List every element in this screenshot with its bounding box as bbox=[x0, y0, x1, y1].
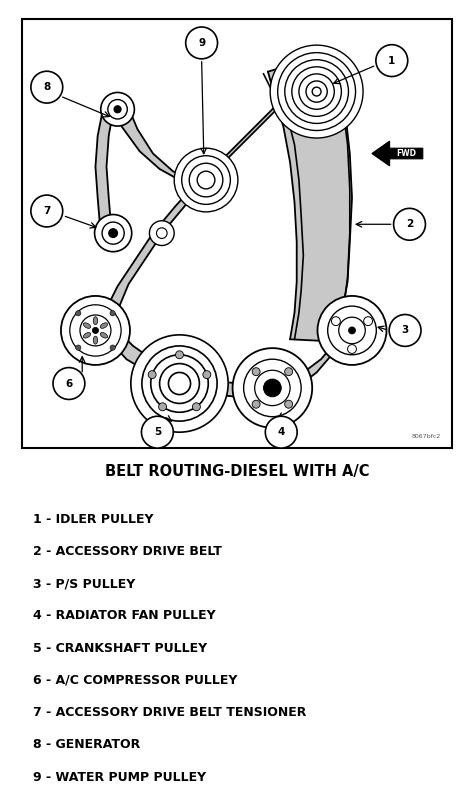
Circle shape bbox=[61, 296, 130, 365]
Ellipse shape bbox=[83, 323, 91, 328]
Circle shape bbox=[110, 345, 115, 351]
Circle shape bbox=[192, 402, 201, 410]
Circle shape bbox=[203, 371, 211, 379]
Circle shape bbox=[233, 348, 312, 428]
Circle shape bbox=[318, 296, 386, 365]
Polygon shape bbox=[193, 377, 261, 397]
Polygon shape bbox=[281, 344, 334, 395]
Ellipse shape bbox=[100, 332, 108, 338]
Circle shape bbox=[393, 208, 426, 240]
Circle shape bbox=[31, 195, 63, 227]
Text: 6: 6 bbox=[65, 379, 73, 388]
Text: 8 - GENERATOR: 8 - GENERATOR bbox=[33, 738, 140, 752]
Circle shape bbox=[110, 311, 115, 316]
Text: 5 - CRANKSHAFT PULLEY: 5 - CRANKSHAFT PULLEY bbox=[33, 642, 207, 654]
Circle shape bbox=[75, 345, 81, 351]
Circle shape bbox=[141, 416, 173, 448]
Circle shape bbox=[148, 371, 156, 379]
Circle shape bbox=[348, 327, 356, 334]
Circle shape bbox=[131, 335, 228, 432]
Polygon shape bbox=[95, 112, 115, 246]
Polygon shape bbox=[210, 92, 290, 175]
Text: 4 - RADIATOR FAN PULLEY: 4 - RADIATOR FAN PULLEY bbox=[33, 610, 216, 622]
Text: 7 - ACCESSORY DRIVE BELT TENSIONER: 7 - ACCESSORY DRIVE BELT TENSIONER bbox=[33, 706, 307, 719]
Circle shape bbox=[270, 45, 363, 138]
Text: BELT ROUTING-DIESEL WITH A/C: BELT ROUTING-DIESEL WITH A/C bbox=[105, 464, 369, 479]
Ellipse shape bbox=[93, 336, 98, 344]
Polygon shape bbox=[95, 183, 204, 328]
Circle shape bbox=[252, 367, 260, 375]
Circle shape bbox=[53, 367, 85, 399]
Text: 8067bfc2: 8067bfc2 bbox=[411, 434, 440, 439]
Circle shape bbox=[376, 45, 408, 77]
Polygon shape bbox=[372, 141, 423, 166]
Circle shape bbox=[31, 71, 63, 103]
Circle shape bbox=[252, 400, 260, 408]
Circle shape bbox=[159, 402, 166, 410]
Text: 2 - ACCESSORY DRIVE BELT: 2 - ACCESSORY DRIVE BELT bbox=[33, 545, 222, 558]
Text: 9: 9 bbox=[198, 38, 205, 48]
Text: 3: 3 bbox=[401, 325, 409, 336]
Circle shape bbox=[75, 311, 81, 316]
Circle shape bbox=[265, 416, 297, 448]
Circle shape bbox=[101, 92, 134, 126]
Text: FWD: FWD bbox=[396, 149, 416, 158]
Text: 6 - A/C COMPRESSOR PULLEY: 6 - A/C COMPRESSOR PULLEY bbox=[33, 674, 237, 687]
Text: 1 - IDLER PULLEY: 1 - IDLER PULLEY bbox=[33, 512, 154, 526]
Circle shape bbox=[389, 315, 421, 347]
Text: 5: 5 bbox=[154, 427, 161, 438]
Ellipse shape bbox=[83, 332, 91, 338]
Circle shape bbox=[347, 344, 356, 353]
Circle shape bbox=[149, 221, 174, 245]
Ellipse shape bbox=[100, 323, 108, 328]
Circle shape bbox=[285, 400, 292, 408]
Circle shape bbox=[92, 328, 99, 333]
Polygon shape bbox=[268, 54, 352, 341]
Text: 3 - P/S PULLEY: 3 - P/S PULLEY bbox=[33, 577, 136, 591]
Polygon shape bbox=[109, 98, 204, 184]
Circle shape bbox=[109, 229, 118, 238]
Circle shape bbox=[331, 316, 340, 325]
Circle shape bbox=[175, 351, 183, 359]
Text: 2: 2 bbox=[406, 219, 413, 230]
Circle shape bbox=[174, 148, 238, 212]
Circle shape bbox=[339, 317, 365, 344]
Polygon shape bbox=[107, 324, 177, 379]
Text: 9 - WATER PUMP PULLEY: 9 - WATER PUMP PULLEY bbox=[33, 771, 206, 783]
Text: 8: 8 bbox=[43, 82, 50, 92]
Circle shape bbox=[264, 379, 281, 397]
Circle shape bbox=[186, 27, 218, 59]
Circle shape bbox=[114, 106, 121, 113]
Text: 4: 4 bbox=[278, 427, 285, 438]
Circle shape bbox=[285, 367, 292, 375]
Ellipse shape bbox=[93, 316, 98, 324]
Text: 7: 7 bbox=[43, 206, 51, 216]
Circle shape bbox=[95, 214, 132, 252]
Text: 1: 1 bbox=[388, 56, 395, 65]
Circle shape bbox=[364, 316, 373, 325]
